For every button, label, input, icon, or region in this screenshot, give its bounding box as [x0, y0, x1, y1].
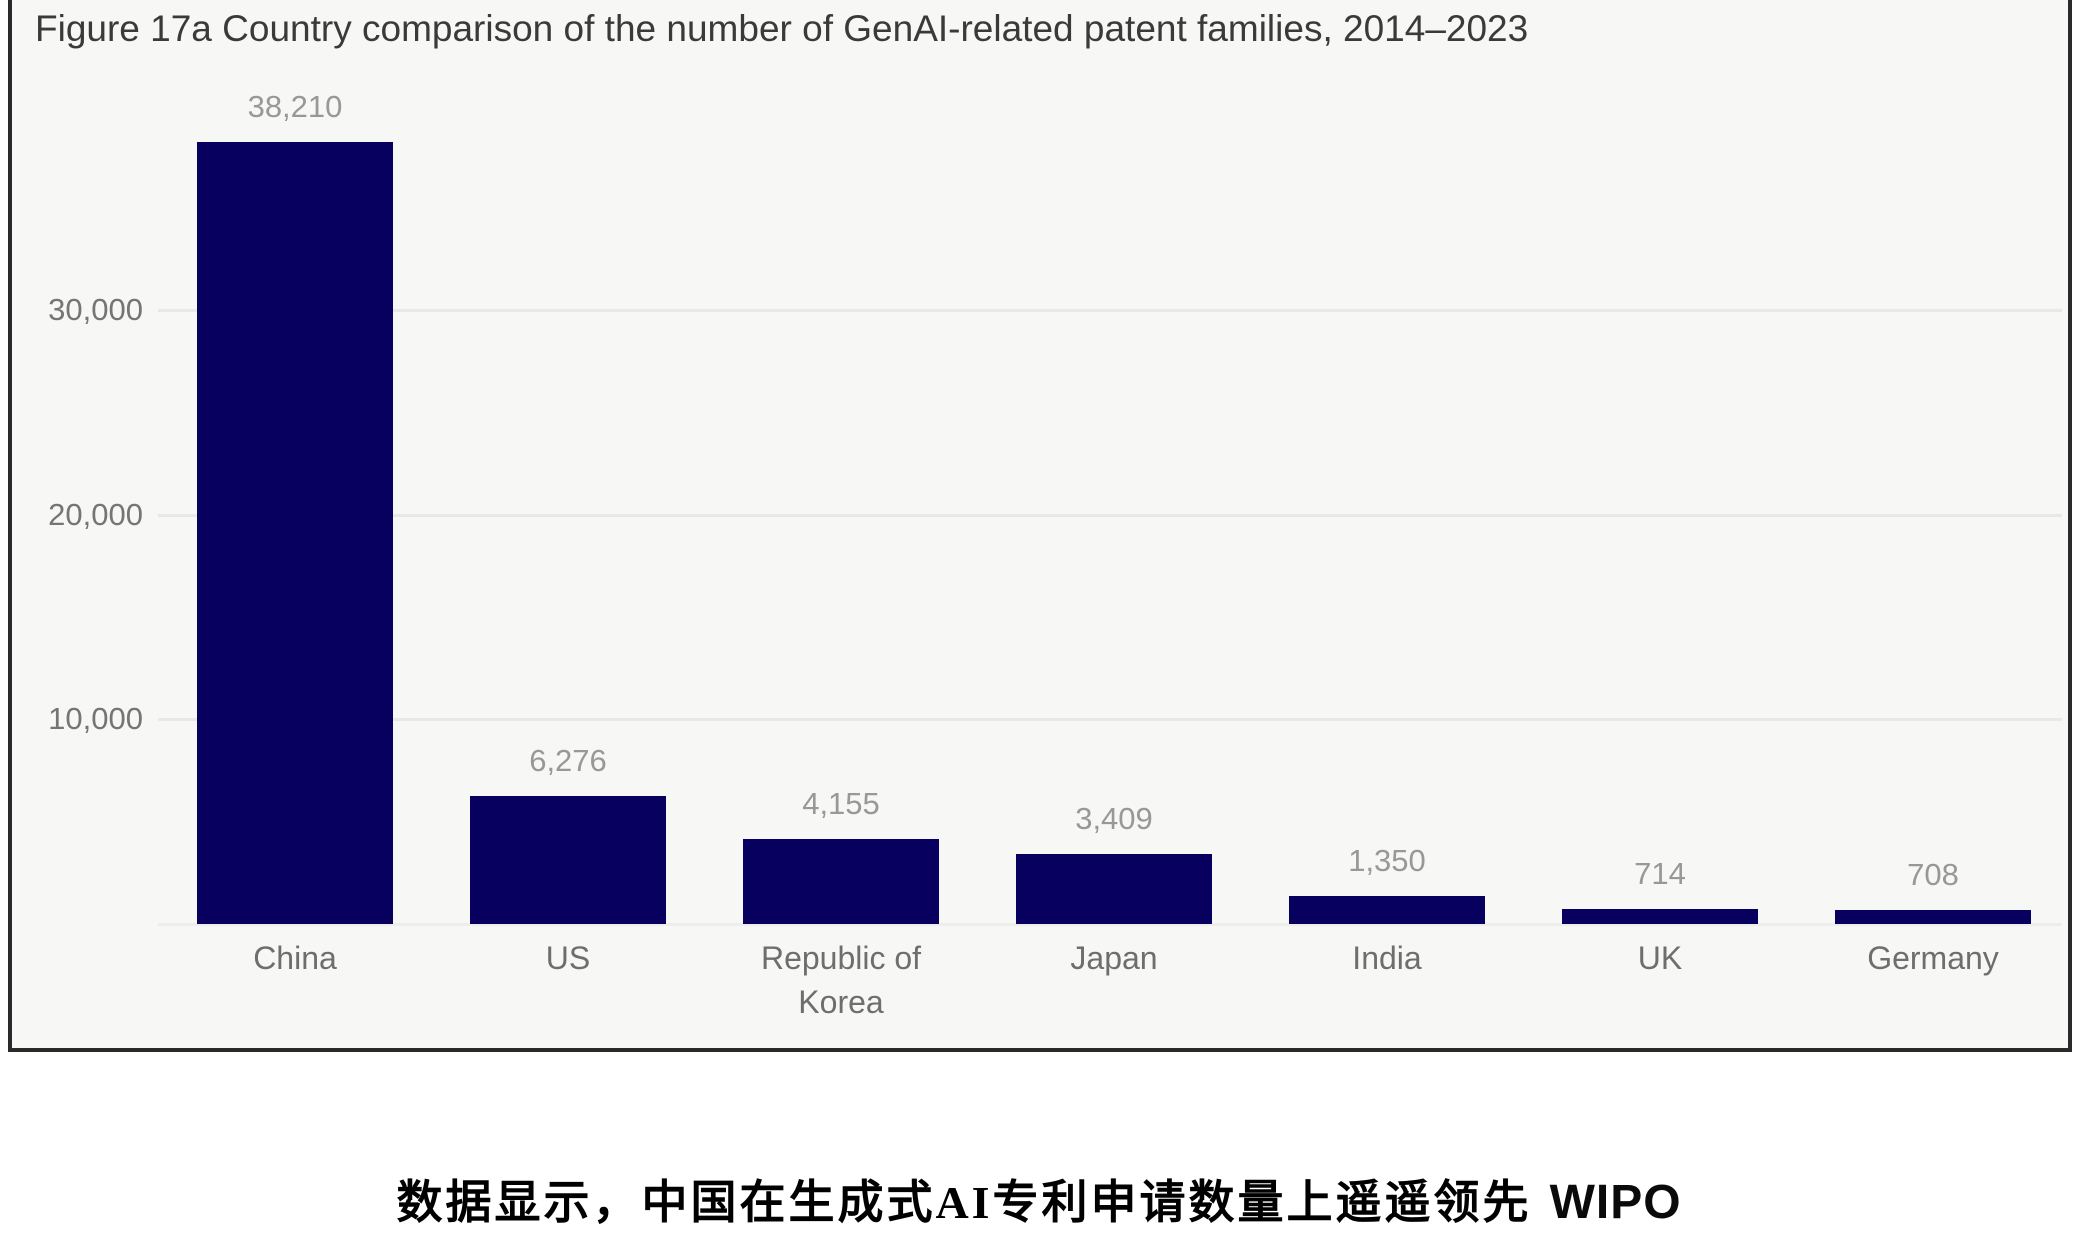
x-axis-category-label: US	[545, 940, 591, 976]
gridline-y-20000	[158, 514, 2062, 517]
gridline-y-30000	[158, 309, 2062, 312]
bar-uk	[1562, 909, 1758, 924]
x-axis-category-label: Germany	[1867, 940, 1999, 976]
x-axis-category-label: China	[253, 940, 337, 976]
caption-source-label: WIPO	[1549, 1176, 1682, 1229]
gridline-y-10000	[158, 718, 2062, 721]
bar-us	[470, 796, 666, 924]
bar-value-label: 3,409	[1075, 801, 1153, 836]
chart-title: Figure 17a Country comparison of the num…	[35, 8, 1529, 49]
bar-china	[197, 142, 393, 924]
bar-value-label: 4,155	[802, 786, 880, 821]
bar-germany	[1835, 910, 2031, 924]
y-axis-tick-label: 30,000	[48, 292, 143, 327]
bar-value-label: 714	[1634, 856, 1686, 891]
bar-india	[1289, 896, 1485, 924]
x-axis-category-label: Republic of Korea	[760, 940, 922, 1020]
figure-caption: 数据显示，中国在生成式AI专利申请数量上遥遥领先 WIPO	[0, 1166, 2078, 1232]
y-axis-tick-label: 10,000	[48, 701, 143, 736]
caption-text: 数据显示，中国在生成式AI专利申请数量上遥遥领先	[396, 1177, 1532, 1228]
y-axis-tick-label: 20,000	[48, 497, 143, 532]
bar-value-label: 1,350	[1348, 843, 1426, 878]
bar-value-label: 708	[1907, 857, 1959, 892]
x-axis-category-label: India	[1352, 940, 1422, 976]
bar-japan	[1016, 854, 1212, 924]
bar-value-label: 6,276	[529, 743, 607, 778]
bar-value-label: 38,210	[247, 89, 343, 124]
gridline-y-0	[158, 923, 2062, 926]
x-axis-category-label: Japan	[1070, 940, 1158, 976]
x-axis-category-label: UK	[1637, 940, 1683, 976]
bar-republic-of-korea	[743, 839, 939, 924]
